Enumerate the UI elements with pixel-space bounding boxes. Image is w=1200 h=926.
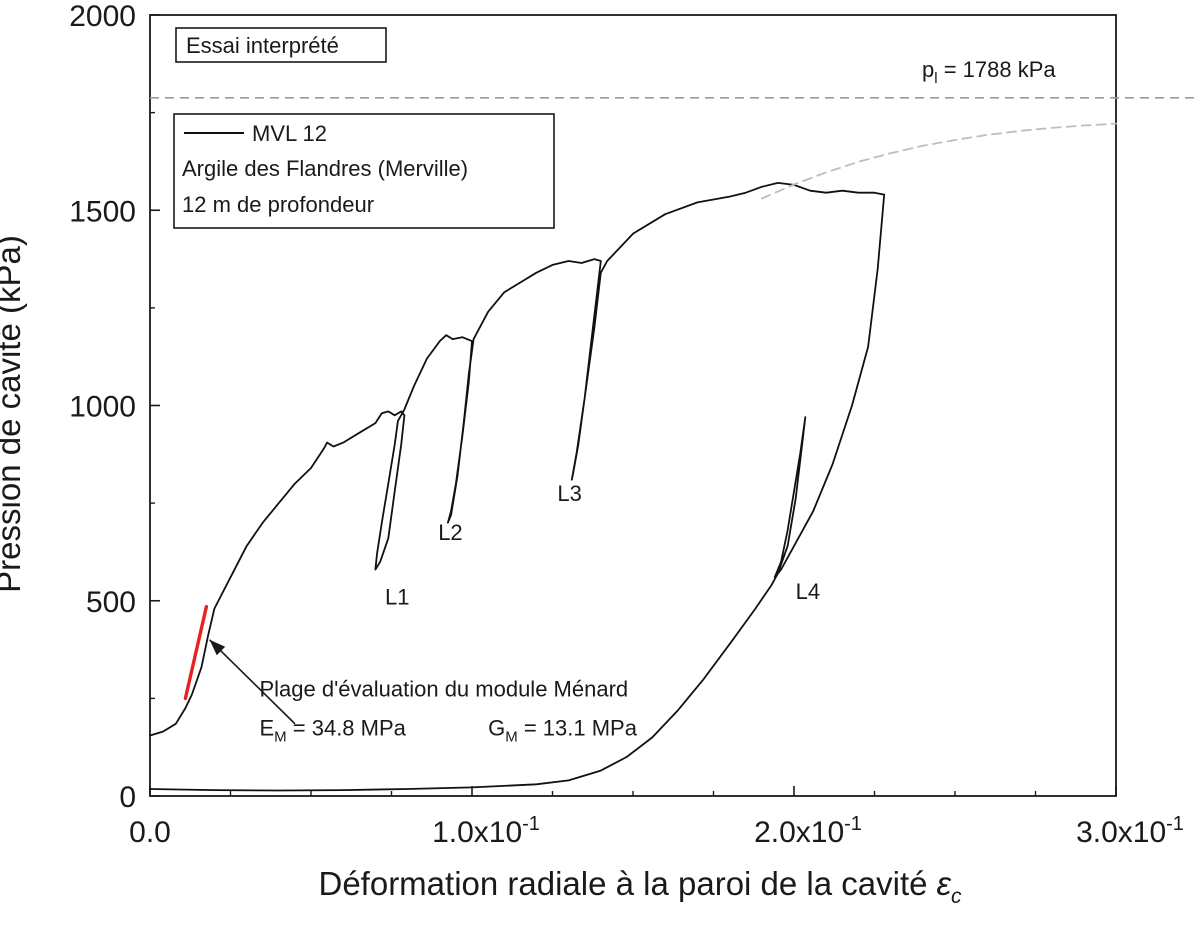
em-value-label: EM = 34.8 MPa (259, 715, 406, 745)
loop-label: L2 (438, 520, 462, 545)
y-tick-label: 500 (86, 586, 136, 619)
pl-label-sub: l (934, 70, 937, 87)
plot-layer: 0.0 1.0x10-1 2.0x10-1 3.0x10-1 0 500 1000 1500 2… (69, 0, 1198, 849)
pressuremeter-curve (149, 182, 886, 792)
x-tick-label: 3.0x10-1 (1076, 813, 1184, 849)
loop-label: L3 (557, 481, 581, 506)
loop-label: L4 (796, 579, 820, 604)
gm-value-label: GM = 13.1 MPa (488, 715, 638, 745)
x-tick-label: 0.0 (129, 816, 171, 849)
legend-series-name: MVL 12 (252, 121, 327, 146)
pl-label: pl = 1788 kPa (922, 57, 1056, 87)
annotation-text: Plage d'évaluation du module Ménard (259, 676, 628, 701)
loop-label: L1 (385, 585, 409, 610)
pl-label-rest: = 1788 kPa (938, 57, 1057, 82)
legend-frame (173, 113, 555, 229)
legend-line-2: 12 m de profondeur (182, 192, 374, 217)
x-axis-title-text: Déformation radiale à la paroi de la cav… (318, 865, 927, 902)
y-tick-label: 0 (119, 781, 136, 814)
x-tick-label: 1.0x10-1 (432, 813, 540, 849)
y-tick-label: 1000 (69, 391, 136, 424)
top-label-frame (175, 27, 387, 63)
annotation-arrow-line (209, 639, 296, 725)
annotation-arrow-head (209, 639, 226, 656)
top-label-box: Essai interprété (175, 27, 387, 63)
y-axis-title: Pression de cavité (kPa) (0, 235, 27, 593)
x-axis-title: Déformation radiale à la paroi de la cav… (318, 865, 962, 908)
menard-range-segment (183, 604, 209, 701)
top-label: Essai interprété (186, 33, 339, 58)
y-tick-label: 2000 (69, 0, 136, 33)
x-tick-label: 2.0x10-1 (754, 813, 862, 849)
x-axis-symbol-sub: c (951, 885, 962, 908)
hyperbolic-fit-curve (760, 122, 1117, 200)
x-axis-symbol: ε (937, 865, 952, 902)
y-tick-label: 1500 (69, 195, 136, 228)
legend-line-1: Argile des Flandres (Merville) (182, 156, 468, 181)
pl-label-main: p (922, 57, 934, 82)
legend: MVL 12 Argile des Flandres (Merville) 12… (173, 113, 555, 229)
